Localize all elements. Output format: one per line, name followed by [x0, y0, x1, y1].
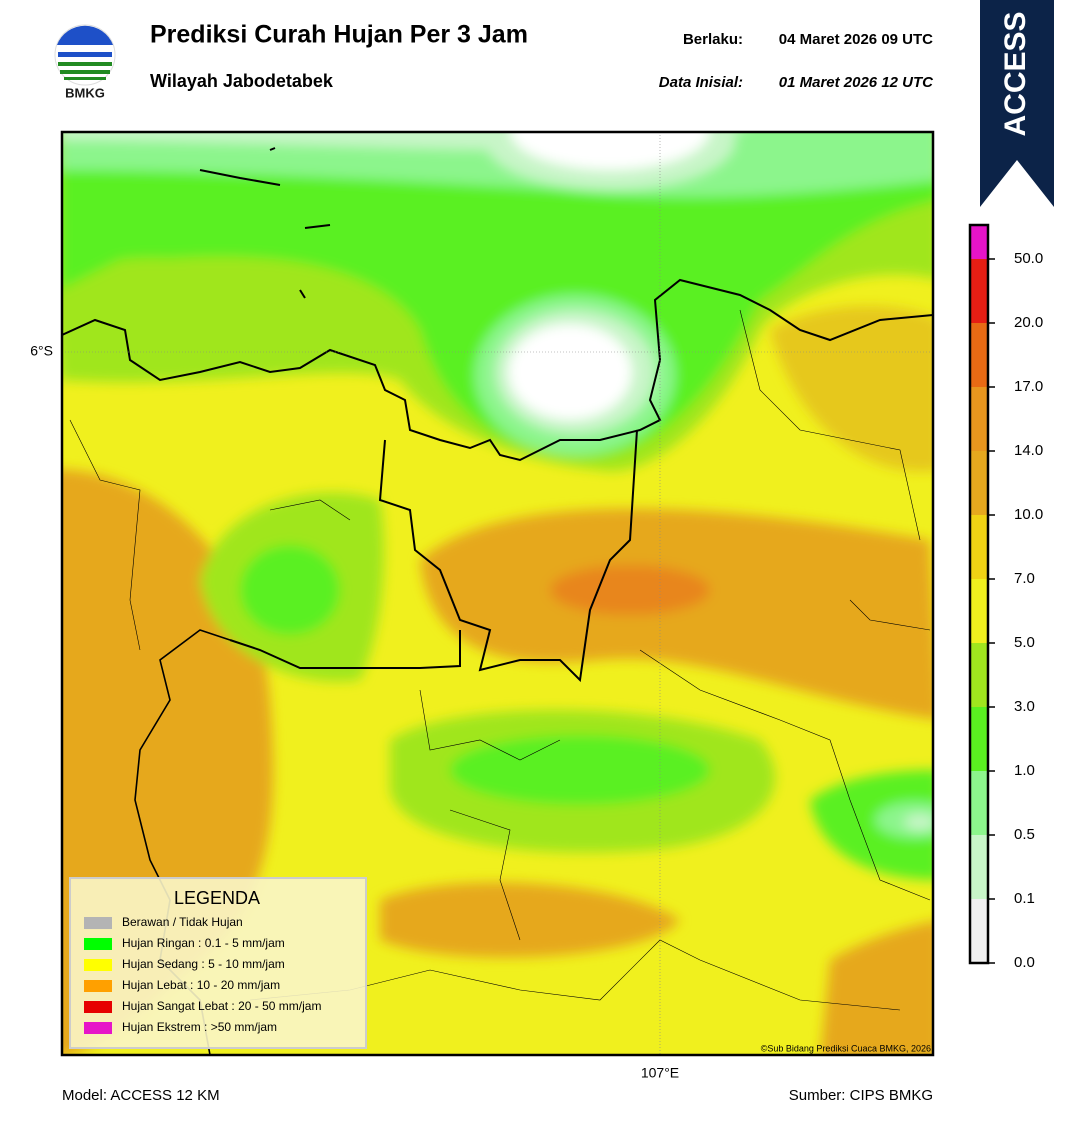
- colorbar-segment: [970, 451, 988, 515]
- init-value: 01 Maret 2026 12 UTC: [779, 74, 934, 91]
- colorbar-segment: [970, 707, 988, 771]
- legend-label: Hujan Ekstrem : >50 mm/jam: [122, 1020, 277, 1034]
- valid-value: 04 Maret 2026 09 UTC: [779, 31, 933, 48]
- credit: ©Sub Bidang Prediksi Cuaca BMKG, 2026: [761, 1043, 931, 1053]
- colorbar-segment: [970, 225, 988, 259]
- legend-swatch: [84, 1001, 112, 1013]
- legend-label: Berawan / Tidak Hujan: [122, 915, 243, 929]
- colorbar-segment: [970, 323, 988, 387]
- title: Prediksi Curah Hujan Per 3 Jam: [150, 21, 528, 49]
- logo: BMKG: [54, 24, 116, 100]
- footer-model: Model: ACCESS 12 KM: [62, 1087, 220, 1104]
- colorbar-tick-label: 5.0: [1014, 634, 1035, 651]
- legend: LEGENDA Berawan / Tidak Hujan Hujan Ringa…: [69, 877, 367, 1049]
- colorbar: 0.0 0.1 0.5 1.0 3.0 5.0 7.0 10.0 14.0 17.0 20.0 50.…: [968, 223, 1043, 971]
- colorbar-segment: [970, 899, 988, 963]
- colorbar-tick-label: 0.0: [1014, 954, 1035, 971]
- legend-swatch: [84, 938, 112, 950]
- colorbar-segment: [970, 259, 988, 323]
- legend-label: Hujan Ringan : 0.1 - 5 mm/jam: [122, 936, 285, 950]
- badge: [980, 0, 1054, 207]
- badge-text: ACCESS: [999, 11, 1032, 136]
- valid-label: Berlaku:: [683, 31, 743, 48]
- lat-label: 6°S: [30, 343, 53, 359]
- legend-swatch: [84, 959, 112, 971]
- subtitle: Wilayah Jabodetabek: [150, 71, 334, 91]
- legend-swatch: [84, 1022, 112, 1034]
- colorbar-tick-label: 17.0: [1014, 378, 1043, 395]
- colorbar-tick-label: 0.1: [1014, 890, 1035, 907]
- legend-swatch: [84, 980, 112, 992]
- colorbar-tick-label: 0.5: [1014, 826, 1035, 843]
- colorbar-tick-label: 14.0: [1014, 442, 1043, 459]
- colorbar-tick-label: 10.0: [1014, 506, 1043, 523]
- colorbar-tick-label: 20.0: [1014, 314, 1043, 331]
- colorbar-segment: [970, 643, 988, 707]
- footer-source: Sumber: CIPS BMKG: [789, 1087, 933, 1104]
- colorbar-segment: [970, 515, 988, 579]
- legend-label: Hujan Sangat Lebat : 20 - 50 mm/jam: [122, 999, 321, 1013]
- legend-title: LEGENDA: [174, 888, 260, 908]
- map-frame: [60, 130, 935, 1057]
- colorbar-tick-label: 3.0: [1014, 698, 1035, 715]
- lon-label: 107°E: [641, 1065, 679, 1081]
- legend-label: Hujan Sedang : 5 - 10 mm/jam: [122, 957, 285, 971]
- colorbar-segment: [970, 387, 988, 451]
- colorbar-segment: [970, 579, 988, 643]
- colorbar-tick-label: 1.0: [1014, 762, 1035, 779]
- colorbar-tick-label: 7.0: [1014, 570, 1035, 587]
- legend-swatch: [84, 917, 112, 929]
- logo-text: BMKG: [65, 85, 105, 100]
- legend-label: Hujan Lebat : 10 - 20 mm/jam: [122, 978, 280, 992]
- colorbar-frame: [968, 223, 990, 965]
- colorbar-segment: [970, 835, 988, 899]
- init-label: Data Inisial:: [659, 74, 743, 91]
- colorbar-tick-label: 50.0: [1014, 250, 1043, 267]
- colorbar-segment: [970, 771, 988, 835]
